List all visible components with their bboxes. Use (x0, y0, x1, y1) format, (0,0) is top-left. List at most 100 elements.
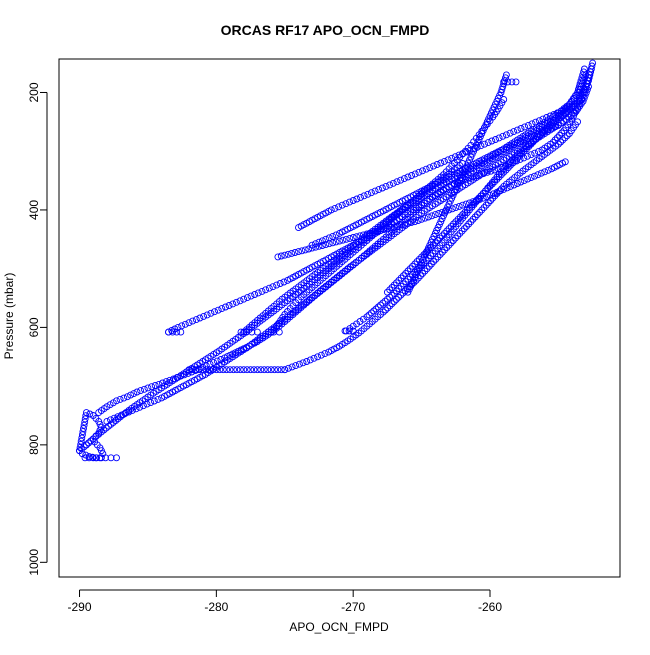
data-point (404, 219, 412, 227)
data-point (308, 244, 316, 252)
data-point (349, 322, 357, 330)
data-point (240, 295, 248, 303)
data-point (458, 227, 466, 235)
data-point (331, 204, 339, 212)
data-point (459, 150, 467, 158)
data-point (411, 260, 419, 268)
data-point (500, 185, 508, 193)
data-point (561, 110, 569, 118)
data-point (203, 311, 211, 319)
data-point (113, 397, 120, 405)
data-point (139, 402, 147, 410)
data-point (114, 413, 122, 421)
data-point (342, 235, 350, 243)
data-point (480, 204, 488, 212)
data-point (107, 454, 115, 462)
data-point (534, 148, 542, 156)
data-point (356, 318, 364, 325)
data-point (459, 201, 467, 209)
data-point (478, 206, 486, 214)
data-point (132, 405, 140, 413)
data-point (445, 206, 453, 214)
data-point (520, 136, 528, 144)
data-point (454, 215, 462, 223)
data-point (288, 249, 296, 257)
data-point (524, 175, 532, 183)
data-point (274, 366, 282, 374)
data-point (487, 197, 495, 204)
data-point (556, 131, 563, 139)
data-point (484, 199, 492, 207)
data-point (222, 303, 229, 311)
data-point (406, 265, 414, 273)
data-point (509, 159, 517, 167)
data-point (298, 247, 306, 255)
data-point (81, 415, 89, 423)
data-point (470, 145, 478, 153)
data-point (445, 225, 453, 233)
data-point (113, 454, 120, 462)
data-point (247, 366, 255, 374)
data-point (206, 366, 213, 374)
data-point (232, 298, 240, 306)
data-point (137, 387, 145, 395)
data-point (154, 395, 162, 403)
data-point (484, 139, 492, 147)
data-point (143, 400, 151, 408)
data-point (479, 194, 487, 202)
data-point (513, 154, 521, 162)
data-point (483, 193, 491, 201)
data-point (430, 258, 438, 266)
data-point (447, 239, 455, 247)
data-point (431, 239, 439, 247)
data-point (452, 218, 460, 226)
data-point (120, 394, 128, 402)
data-point (513, 139, 521, 147)
data-point (254, 289, 262, 297)
data-point (531, 172, 538, 180)
data-point (443, 244, 451, 251)
data-point (322, 235, 330, 243)
data-point (374, 303, 382, 311)
y-axis: 200 400 600 800 1000 (27, 82, 48, 576)
data-point (295, 248, 302, 256)
data-point (507, 161, 514, 169)
data-point (513, 180, 521, 187)
data-point (276, 280, 284, 287)
data-point (275, 328, 283, 336)
data-point (258, 287, 266, 295)
data-point (243, 328, 250, 336)
data-point (510, 181, 518, 189)
data-point (426, 164, 434, 172)
data-point (260, 366, 268, 374)
data-point (436, 251, 444, 259)
data-point (486, 182, 494, 190)
data-point (402, 269, 410, 277)
data-point (229, 300, 237, 308)
y-tick-label: 600 (27, 317, 41, 337)
x-tick-label: -270 (341, 600, 365, 614)
data-point (421, 214, 429, 222)
data-point (452, 204, 460, 212)
data-point (425, 262, 433, 270)
data-point (574, 118, 582, 126)
data-point (86, 410, 94, 418)
data-point (415, 168, 423, 176)
data-point (517, 178, 525, 186)
data-point (178, 322, 186, 330)
data-point (150, 397, 158, 405)
data-point (488, 180, 496, 188)
data-point (548, 124, 556, 132)
data-point (383, 288, 391, 296)
data-point (387, 224, 395, 232)
data-point (459, 211, 467, 219)
data-point (332, 231, 340, 239)
data-point (567, 111, 575, 119)
data-point (393, 178, 401, 186)
data-point (375, 186, 383, 194)
data-point (78, 434, 86, 442)
data-point (500, 168, 508, 176)
data-point (181, 320, 189, 328)
data-point (379, 299, 387, 307)
